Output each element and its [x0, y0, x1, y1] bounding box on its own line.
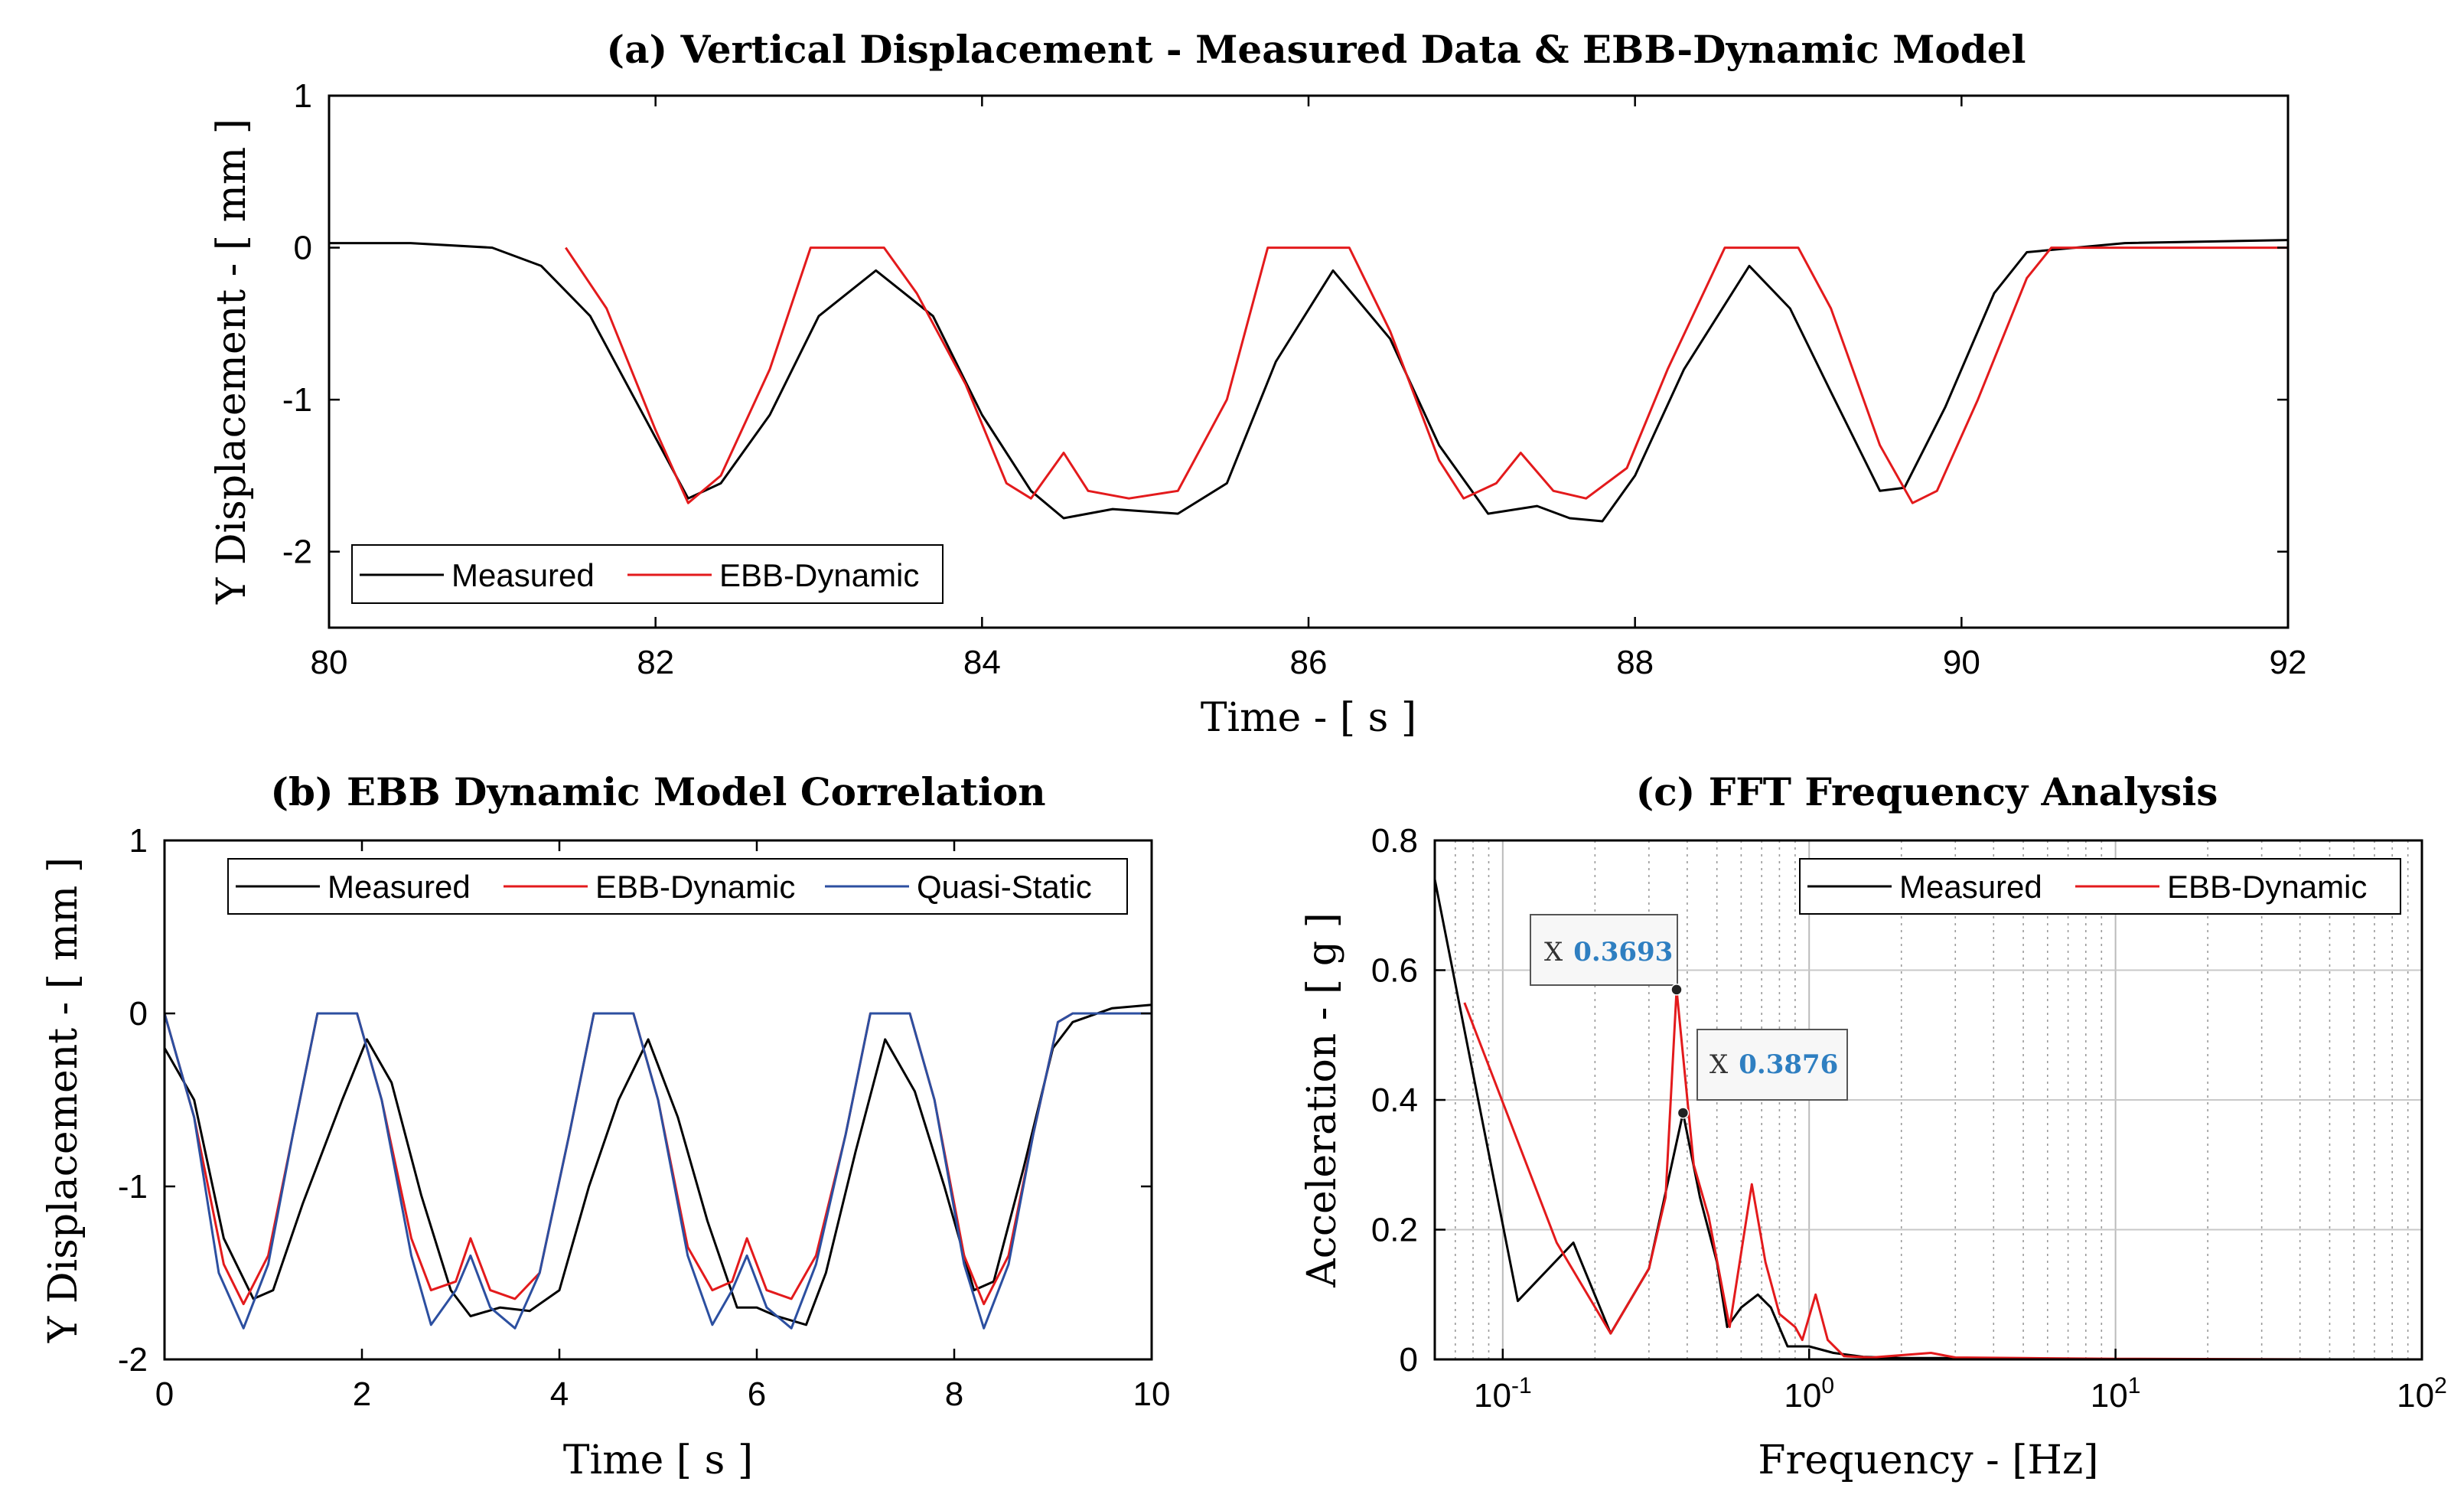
panel-c-legend-measured: Measured [1899, 869, 2042, 905]
panel-b-xtick-label: 6 [748, 1375, 766, 1413]
panel-a-chart: (a) Vertical Displacement - Measured Dat… [209, 27, 2306, 741]
panel-c-legend-ebb: EBB-Dynamic [2167, 869, 2367, 905]
panel-b-ytick-label: -1 [118, 1168, 148, 1206]
panel-a-xtick-label: 84 [963, 644, 1001, 681]
panel-b-ylabel: Y Displacement - [ mm ] [41, 857, 86, 1343]
panel-b-xtick-label: 2 [353, 1375, 371, 1413]
panel-a-legend-box [351, 544, 944, 604]
panel-b-xtick-label: 4 [550, 1375, 569, 1413]
panel-a-ytick-label: 0 [294, 230, 312, 267]
panel-a-ytick-label: -2 [282, 534, 312, 571]
panel-c-ytick-label: 0.8 [1371, 822, 1418, 860]
panel-b-legend-qs: Quasi-Static [917, 869, 1092, 905]
panel-c-datatip-1: X 0.3693 [1530, 914, 1678, 986]
panel-b-xtick-label: 8 [945, 1375, 963, 1413]
panel-b-legend-box [227, 858, 1128, 915]
panel-a-ticks-group: 80 82 84 86 88 90 92 -2 -1 0 1 [282, 77, 2307, 681]
panel-b-ytick-label: -2 [118, 1341, 148, 1379]
panel-b-series-group [163, 1003, 1152, 1330]
panel-a-legend-measured: Measured [451, 557, 595, 593]
datatip-2-label: X [1709, 1049, 1729, 1080]
datatip-1-value: 0.3693 [1573, 937, 1673, 967]
panel-c-series-measured [1433, 879, 2024, 1360]
panel-a-xlabel: Time - [ s ] [1201, 695, 1416, 741]
panel-c-ylabel: Acceleration - [ g ] [1299, 912, 1345, 1288]
datatip-2-box [1696, 1029, 1848, 1101]
panel-a-legend: Measured EBB-Dynamic [351, 544, 944, 604]
panel-c-ytick-label: 0.6 [1371, 952, 1418, 990]
panel-b-ytick-label: 1 [129, 822, 148, 860]
panel-a-series-group [329, 239, 2289, 523]
panel-b-title: (b) EBB Dynamic Model Correlation [270, 769, 1045, 814]
panel-a-ytick-label: -1 [282, 381, 312, 419]
panel-c-ytick-label: 0 [1400, 1341, 1418, 1379]
panel-b-xtick-label: 10 [1133, 1375, 1171, 1413]
datatip-1-box [1530, 914, 1678, 986]
panel-a-ylabel: Y Displacement - [ mm ] [209, 119, 255, 605]
panel-b-axes-box [163, 839, 1153, 1361]
panel-a-xtick-label: 92 [2270, 644, 2307, 681]
panel-a-series-measured [329, 239, 2289, 523]
panel-c-xtick-label: 100 [1784, 1373, 1834, 1415]
panel-b-ticks-group: 0 2 4 6 8 10 -2 -1 0 1 [118, 822, 1171, 1413]
panel-c-xtick-label: 10-1 [1474, 1373, 1532, 1415]
panel-b-legend-ebb: EBB-Dynamic [595, 869, 795, 905]
panel-c-ytick-label: 0.4 [1371, 1082, 1418, 1119]
panel-a-xtick-label: 90 [1943, 644, 1980, 681]
panel-c-chart: (c) FFT Frequency Analysis 10-1 100 101 102… [1299, 769, 2447, 1483]
panel-a-xtick-label: 80 [311, 644, 348, 681]
panel-c-datatip-2: X 0.3876 [1696, 1029, 1848, 1101]
datatip-1-label: X [1544, 937, 1563, 967]
datatip-2-value: 0.3876 [1739, 1049, 1838, 1080]
panel-a-xtick-label: 88 [1616, 644, 1654, 681]
panel-a-series-ebb-dynamic [565, 246, 2288, 504]
panel-b-legend-measured: Measured [328, 869, 471, 905]
panel-c-xtick-label: 101 [2091, 1373, 2141, 1415]
panel-c-ticks-group: 10-1 100 101 102 0 0.2 0.4 0.6 0.8 [1371, 822, 2447, 1415]
panel-c-ytick-label: 0.2 [1371, 1212, 1418, 1249]
panel-c-datatip-marker-1 [1670, 984, 1683, 996]
panel-a-title: (a) Vertical Displacement - Measured Dat… [606, 27, 2026, 72]
panel-b-ytick-label: 0 [129, 995, 148, 1033]
panel-a-xtick-label: 86 [1290, 644, 1328, 681]
panel-c-legend: Measured EBB-Dynamic [1799, 858, 2401, 915]
datatip-1-text: X 0.3693 [1544, 937, 1673, 967]
panel-c-title: (c) FFT Frequency Analysis [1636, 769, 2218, 814]
panel-c-datatip-marker-2 [1677, 1107, 1690, 1119]
panel-b-xlabel: Time [ s ] [563, 1437, 753, 1483]
panel-c-series-group [1433, 879, 2330, 1361]
panel-b-series-quasi-static [163, 1012, 1152, 1330]
panel-c-datatip-markers [1670, 984, 1690, 1119]
panel-b-xtick-label: 0 [155, 1375, 174, 1413]
panel-b-legend: Measured EBB-Dynamic Quasi-Static [227, 858, 1128, 915]
panel-c-xtick-label: 102 [2397, 1373, 2447, 1415]
panel-c-xlabel: Frequency - [Hz] [1758, 1437, 2098, 1483]
panel-a-xtick-label: 82 [637, 644, 674, 681]
datatip-2-text: X 0.3876 [1709, 1049, 1838, 1080]
panel-b-chart: (b) EBB Dynamic Model Correlation 0 2 4 6 8 1… [41, 769, 1170, 1483]
panel-c-series-ebb-dynamic [1463, 988, 2330, 1361]
panel-a-legend-ebb: EBB-Dynamic [719, 557, 919, 593]
panel-b-series-ebb-dynamic [163, 1012, 1152, 1306]
panel-a-ytick-label: 1 [294, 77, 312, 115]
